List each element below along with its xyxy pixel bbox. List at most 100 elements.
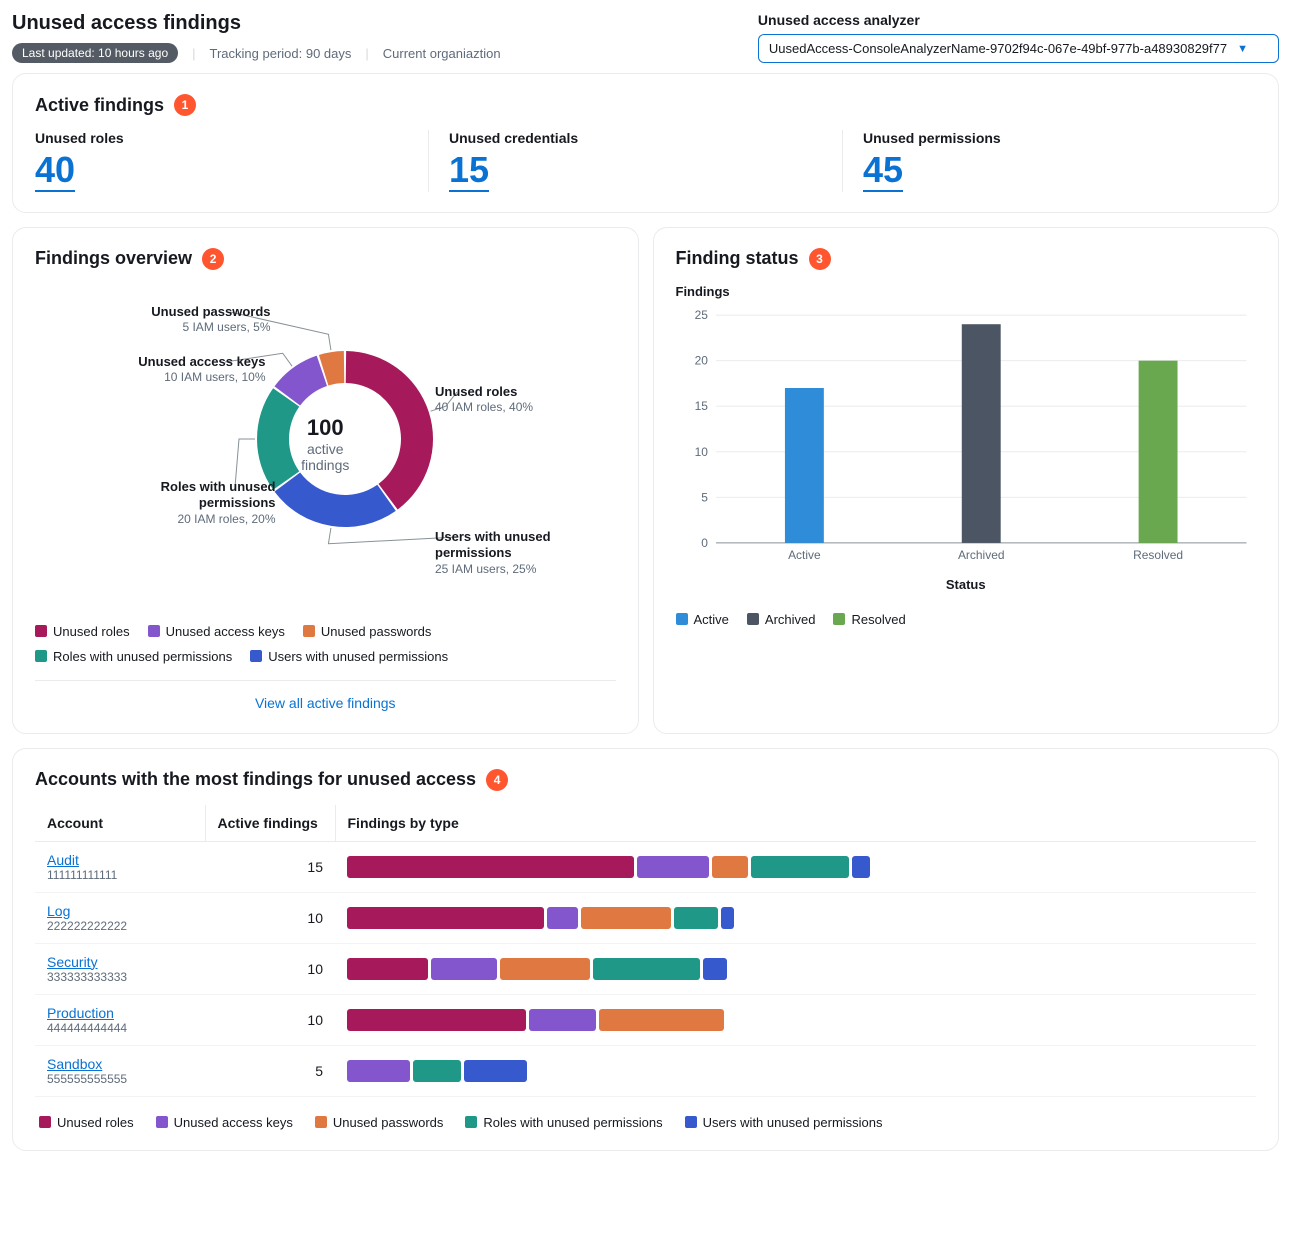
af-label: Unused permissions [863,130,1236,146]
legend-swatch [465,1116,477,1128]
page-header: Unused access findings Last updated: 10 … [12,12,1279,63]
badge-2: 2 [202,248,224,270]
af-value-link[interactable]: 15 [449,150,489,192]
legend-label: Users with unused permissions [268,649,448,664]
account-link[interactable]: Sandbox [47,1056,102,1072]
af-value-link[interactable]: 40 [35,150,75,192]
view-all-findings-link[interactable]: View all active findings [255,695,396,711]
donut-slice-label: Users with unused permissions25 IAM user… [435,529,616,578]
stacked-bar-segment [347,907,544,929]
findings-overview-title: Findings overview [35,248,192,269]
bar [961,324,1000,543]
legend-item: Unused passwords [315,1115,444,1130]
legend-swatch [156,1116,168,1128]
table-row: Log22222222222210 [35,892,1256,943]
account-id: 111111111111 [47,868,193,882]
legend-item: Roles with unused permissions [35,649,232,664]
legend-swatch [685,1116,697,1128]
af-value-link[interactable]: 45 [863,150,903,192]
status-legend: ActiveArchivedResolved [676,612,1257,627]
stacked-bar-segment [464,1060,527,1082]
donut-slice [346,351,433,510]
svg-text:Active: Active [788,547,821,561]
account-count: 10 [205,994,335,1045]
active-findings-title: Active findings [35,95,164,116]
legend-label: Resolved [851,612,905,627]
header-meta: Last updated: 10 hours ago | Tracking pe… [12,43,758,63]
analyzer-value: UusedAccess-ConsoleAnalyzerName-9702f94c… [769,41,1227,56]
stacked-bar-segment [721,907,734,929]
table-row: Sandbox5555555555555 [35,1045,1256,1096]
stacked-bar-segment [431,958,497,980]
account-count: 15 [205,841,335,892]
legend-swatch [39,1116,51,1128]
badge-3: 3 [809,248,831,270]
badge-4: 4 [486,769,508,791]
account-link[interactable]: Security [47,954,98,970]
stacked-bar-segment [674,907,719,929]
stacked-bar-segment [751,856,850,878]
donut-slice-label: Unused roles40 IAM roles, 40% [435,384,533,416]
account-link[interactable]: Production [47,1005,114,1021]
account-count: 10 [205,943,335,994]
legend-swatch [303,625,315,637]
active-findings-panel: Active findings 1 Unused roles 40Unused … [12,73,1279,213]
stacked-bar-segment [547,907,577,929]
analyzer-label: Unused access analyzer [758,12,1279,28]
legend-swatch [35,625,47,637]
stacked-bar-segment [593,958,701,980]
stacked-bar-segment [852,856,870,878]
account-link[interactable]: Audit [47,852,79,868]
stacked-bar-segment [529,1009,595,1031]
table-header: Account [35,805,205,842]
accounts-table: AccountActive findingsFindings by type A… [35,805,1256,1097]
stacked-bar-segment [347,1060,410,1082]
stacked-bar-segment [712,856,748,878]
legend-item: Unused passwords [303,624,432,639]
account-count: 10 [205,892,335,943]
account-id: 333333333333 [47,970,193,984]
stacked-bar-segment [599,1009,725,1031]
active-findings-cell: Unused permissions 45 [842,130,1256,192]
account-count: 5 [205,1045,335,1096]
analyzer-select[interactable]: UusedAccess-ConsoleAnalyzerName-9702f94c… [758,34,1279,63]
stacked-bar [347,1060,1244,1082]
svg-text:20: 20 [694,353,708,367]
table-header: Active findings [205,805,335,842]
findings-overview-panel: Findings overview 2 100 active findings … [12,227,639,734]
stacked-bar-segment [500,958,590,980]
donut-slice-label: Unused passwords5 IAM users, 5% [131,304,271,336]
donut-center: 100 active findings [301,415,349,473]
active-findings-cell: Unused credentials 15 [428,130,842,192]
bar-chart: 0510152025ActiveArchivedResolved [676,307,1257,567]
donut-slice-label: Unused access keys10 IAM users, 10% [126,354,266,386]
svg-text:0: 0 [701,535,708,549]
accounts-legend: Unused roles Unused access keys Unused pas… [35,1115,1256,1130]
account-link[interactable]: Log [47,903,70,919]
legend-item: Unused roles [39,1115,134,1130]
legend-item: Active [676,612,729,627]
legend-label: Unused roles [57,1115,134,1130]
legend-label: Unused roles [53,624,130,639]
bar [784,388,823,543]
chevron-down-icon: ▼ [1237,43,1248,55]
stacked-bar-segment [637,856,709,878]
donut-chart: 100 active findings Unused roles40 IAM r… [35,284,616,604]
legend-label: Unused passwords [333,1115,444,1130]
legend-item: Roles with unused permissions [465,1115,662,1130]
legend-label: Active [694,612,729,627]
donut-slice [257,388,299,490]
bar [1138,360,1177,542]
legend-label: Unused access keys [174,1115,293,1130]
af-label: Unused roles [35,130,408,146]
active-findings-cell: Unused roles 40 [35,130,428,192]
legend-item: Resolved [833,612,905,627]
stacked-bar [347,907,1244,929]
legend-label: Roles with unused permissions [53,649,232,664]
legend-swatch [35,650,47,662]
finding-status-panel: Finding status 3 Findings 0510152025Acti… [653,227,1280,734]
legend-swatch [833,613,845,625]
donut-slice-label: Roles with unused permissions20 IAM role… [136,479,276,528]
legend-label: Users with unused permissions [703,1115,883,1130]
finding-status-title: Finding status [676,248,799,269]
